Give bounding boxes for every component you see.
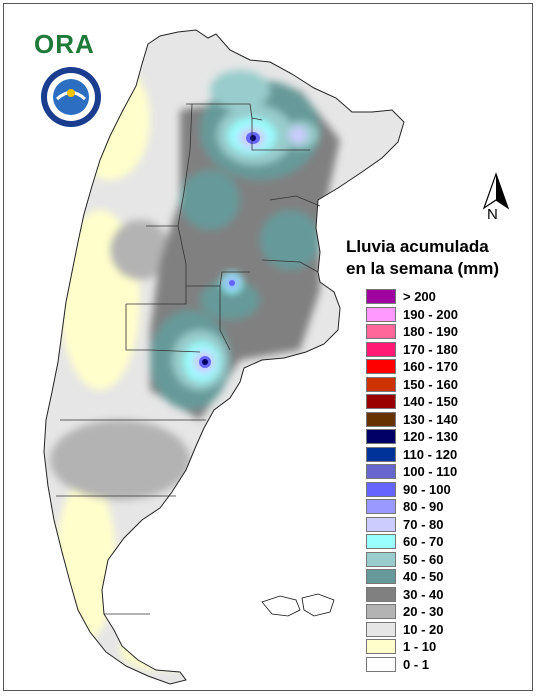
legend-item: 150 - 160 bbox=[366, 376, 506, 394]
legend-label: 100 - 110 bbox=[403, 464, 458, 480]
legend-label: 160 - 170 bbox=[403, 359, 458, 375]
legend-item: 170 - 180 bbox=[366, 341, 506, 359]
legend-label: 60 - 70 bbox=[403, 534, 444, 550]
legend-swatch bbox=[366, 394, 396, 410]
legend: > 200 190 - 200 180 - 190 170 - 180 160 - 17… bbox=[366, 288, 506, 673]
legend-title: Lluvia acumulada en la semana (mm) bbox=[346, 237, 500, 278]
legend-item: 140 - 150 bbox=[366, 393, 506, 411]
legend-label: 180 - 190 bbox=[403, 324, 458, 340]
legend-label: 80 - 90 bbox=[403, 499, 444, 515]
legend-item: 160 - 170 bbox=[366, 358, 506, 376]
legend-swatch bbox=[366, 306, 396, 322]
legend-label: 20 - 30 bbox=[403, 604, 444, 620]
legend-item: 50 - 60 bbox=[366, 551, 506, 569]
legend-item: 90 - 100 bbox=[366, 481, 506, 499]
legend-item: 130 - 140 bbox=[366, 411, 506, 429]
legend-swatch bbox=[366, 656, 396, 672]
legend-label: 10 - 20 bbox=[403, 621, 444, 637]
legend-label: 190 - 200 bbox=[403, 306, 458, 322]
legend-item: 110 - 120 bbox=[366, 446, 506, 464]
legend-item: 1 - 10 bbox=[366, 638, 506, 656]
legend-swatch bbox=[366, 411, 396, 427]
legend-swatch bbox=[366, 376, 396, 392]
legend-swatch bbox=[366, 324, 396, 340]
legend-item: 120 - 130 bbox=[366, 428, 506, 446]
legend-swatch bbox=[366, 359, 396, 375]
malvinas-islands bbox=[261, 593, 335, 617]
legend-item: > 200 bbox=[366, 288, 506, 306]
north-label: N bbox=[487, 206, 498, 223]
legend-item: 20 - 30 bbox=[366, 603, 506, 621]
legend-label: 150 - 160 bbox=[403, 376, 458, 392]
province-boundaries bbox=[56, 103, 321, 615]
country-outline bbox=[43, 29, 405, 685]
legend-swatch bbox=[366, 289, 396, 305]
legend-label: 40 - 50 bbox=[403, 569, 444, 585]
legend-label: 50 - 60 bbox=[403, 551, 444, 567]
legend-label: 130 - 140 bbox=[403, 411, 458, 427]
legend-label: 0 - 1 bbox=[403, 656, 430, 672]
legend-swatch bbox=[366, 639, 396, 655]
legend-swatch bbox=[366, 464, 396, 480]
legend-swatch bbox=[366, 499, 396, 515]
legend-swatch bbox=[366, 586, 396, 602]
map-frame bbox=[3, 3, 533, 691]
legend-item: 80 - 90 bbox=[366, 498, 506, 516]
legend-item: 180 - 190 bbox=[366, 323, 506, 341]
legend-label: 70 - 80 bbox=[403, 516, 444, 532]
legend-swatch bbox=[366, 604, 396, 620]
legend-swatch bbox=[366, 621, 396, 637]
legend-item: 190 - 200 bbox=[366, 306, 506, 324]
north-arrow-icon bbox=[482, 172, 510, 210]
legend-swatch bbox=[366, 341, 396, 357]
ora-logo: ORA bbox=[34, 29, 95, 59]
legend-label: > 200 bbox=[403, 289, 436, 305]
legend-label: 170 - 180 bbox=[403, 341, 458, 357]
legend-label: 1 - 10 bbox=[403, 639, 437, 655]
legend-swatch bbox=[366, 481, 396, 497]
legend-item: 70 - 80 bbox=[366, 516, 506, 534]
legend-item: 60 - 70 bbox=[366, 533, 506, 551]
legend-swatch bbox=[366, 569, 396, 585]
legend-item: 40 - 50 bbox=[366, 568, 506, 586]
legend-item: 100 - 110 bbox=[366, 463, 506, 481]
legend-swatch bbox=[366, 429, 396, 445]
smn-logo bbox=[41, 67, 101, 127]
legend-label: 90 - 100 bbox=[403, 481, 451, 497]
legend-item: 10 - 20 bbox=[366, 621, 506, 639]
legend-swatch bbox=[366, 534, 396, 550]
legend-swatch bbox=[366, 551, 396, 567]
legend-swatch bbox=[366, 446, 396, 462]
legend-label: 30 - 40 bbox=[403, 586, 444, 602]
legend-label: 110 - 120 bbox=[403, 446, 458, 462]
legend-swatch bbox=[366, 516, 396, 532]
legend-item: 0 - 1 bbox=[366, 656, 506, 674]
legend-label: 140 - 150 bbox=[403, 394, 458, 410]
legend-item: 30 - 40 bbox=[366, 586, 506, 604]
legend-label: 120 - 130 bbox=[403, 429, 458, 445]
